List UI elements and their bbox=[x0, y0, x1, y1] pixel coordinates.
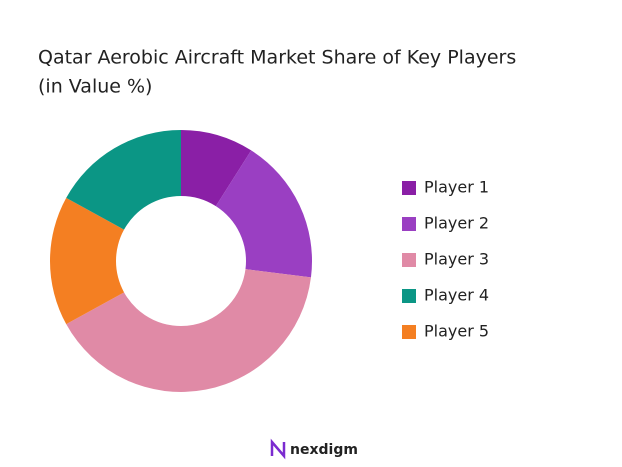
logo: nexdigm bbox=[270, 438, 358, 460]
donut-slice bbox=[66, 130, 181, 230]
legend-label: Player 3 bbox=[424, 250, 489, 269]
legend-label: Player 5 bbox=[424, 322, 489, 341]
donut-slice bbox=[66, 269, 311, 393]
logo-icon bbox=[270, 438, 286, 460]
chart-subtitle: (in Value %) bbox=[38, 76, 152, 98]
donut-slice bbox=[215, 150, 313, 278]
donut-slice bbox=[181, 130, 252, 207]
legend-swatch bbox=[402, 325, 416, 339]
legend-label: Player 1 bbox=[424, 178, 489, 197]
legend-swatch bbox=[402, 181, 416, 195]
legend-label: Player 2 bbox=[424, 214, 489, 233]
legend-swatch bbox=[402, 253, 416, 267]
legend-label: Player 4 bbox=[424, 286, 489, 305]
chart-title: Qatar Aerobic Aircraft Market Share of K… bbox=[38, 47, 516, 69]
legend-swatch bbox=[402, 217, 416, 231]
legend-swatch bbox=[402, 289, 416, 303]
donut-slice bbox=[49, 197, 125, 325]
brand: nexdigm bbox=[290, 442, 358, 458]
